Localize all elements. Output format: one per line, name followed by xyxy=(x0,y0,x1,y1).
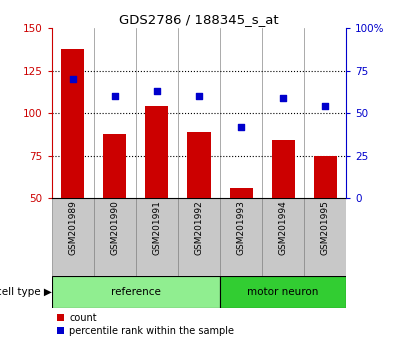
Text: GSM201989: GSM201989 xyxy=(68,201,77,256)
Bar xyxy=(230,188,253,198)
Bar xyxy=(304,198,346,276)
Point xyxy=(70,76,76,82)
Point xyxy=(280,95,286,101)
Text: motor neuron: motor neuron xyxy=(248,287,319,297)
Bar xyxy=(262,198,304,276)
Bar xyxy=(220,276,346,308)
Point xyxy=(322,104,328,109)
Bar xyxy=(61,49,84,198)
Bar xyxy=(145,107,168,198)
Point xyxy=(196,93,202,99)
Bar xyxy=(52,198,94,276)
Text: GSM201991: GSM201991 xyxy=(152,201,162,256)
Text: reference: reference xyxy=(111,287,161,297)
Text: GSM201992: GSM201992 xyxy=(195,201,203,255)
Bar xyxy=(178,198,220,276)
Title: GDS2786 / 188345_s_at: GDS2786 / 188345_s_at xyxy=(119,13,279,26)
Text: GSM201993: GSM201993 xyxy=(236,201,246,256)
Point xyxy=(112,93,118,99)
Bar xyxy=(103,134,127,198)
Text: GSM201994: GSM201994 xyxy=(279,201,288,255)
Text: cell type ▶: cell type ▶ xyxy=(0,287,52,297)
Bar xyxy=(314,156,337,198)
Bar xyxy=(271,141,295,198)
Legend: count, percentile rank within the sample: count, percentile rank within the sample xyxy=(57,313,234,336)
Text: GSM201990: GSM201990 xyxy=(110,201,119,256)
Bar xyxy=(136,198,178,276)
Point xyxy=(238,124,244,130)
Bar xyxy=(52,276,220,308)
Bar xyxy=(94,198,136,276)
Bar xyxy=(187,132,211,198)
Bar xyxy=(220,198,262,276)
Point xyxy=(154,88,160,94)
Text: GSM201995: GSM201995 xyxy=(321,201,330,256)
